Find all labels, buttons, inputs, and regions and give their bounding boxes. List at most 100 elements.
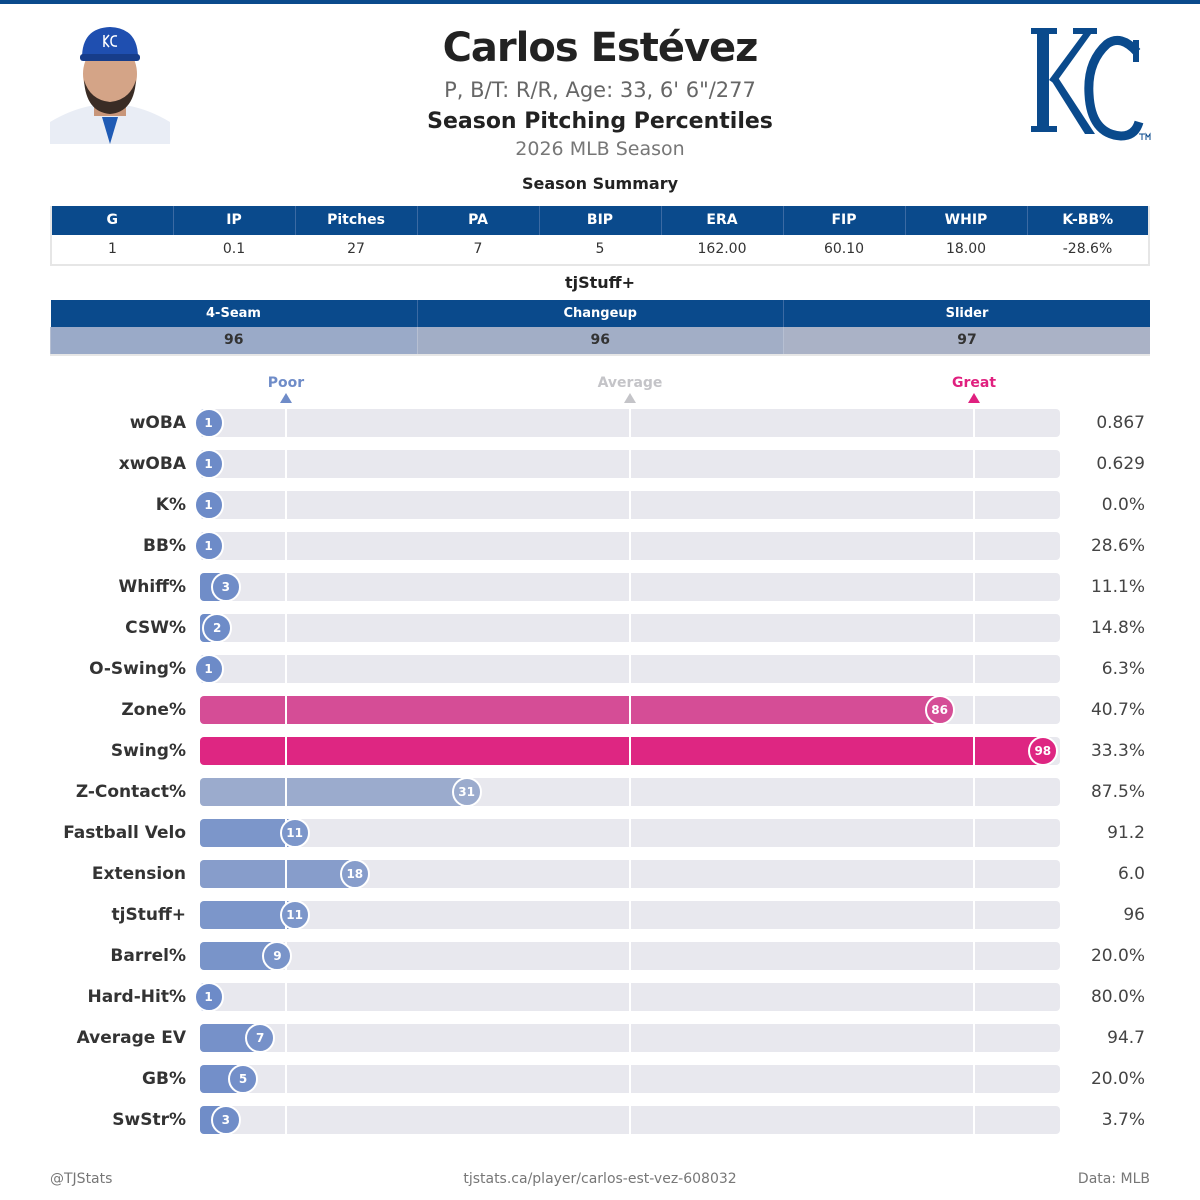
stat-value: 20.0% xyxy=(1090,1069,1145,1089)
bar-track xyxy=(200,860,1060,888)
reference-line xyxy=(629,860,631,888)
stuff-title: tjStuff+ xyxy=(564,273,636,292)
percentile-badge: 1 xyxy=(193,408,224,438)
reference-line xyxy=(973,491,975,519)
percentile-bar xyxy=(200,819,295,847)
page-subtitle: Season Pitching Percentiles xyxy=(427,109,773,134)
stuff-value-cell: 96 xyxy=(416,327,784,356)
reference-line xyxy=(629,1024,631,1052)
percentile-bar xyxy=(200,901,295,929)
scale-label-average: Average xyxy=(597,375,663,391)
stat-value: 11.1% xyxy=(1090,577,1145,597)
footer-source: Data: MLB xyxy=(1077,1171,1150,1187)
scale-marker-great-icon xyxy=(968,393,980,403)
reference-line xyxy=(285,573,287,601)
reference-line xyxy=(973,409,975,437)
metric-label: Extension xyxy=(91,864,186,884)
stuff-header-cell: Changeup xyxy=(416,300,784,327)
percentile-badge: 1 xyxy=(193,490,224,520)
reference-line xyxy=(285,1106,287,1134)
stuff-value-cell: 97 xyxy=(783,327,1150,356)
season-summary-table: G IP Pitches PA BIP ERA FIP WHIP K-BB% 1 0.1 27 7 5 16… xyxy=(50,206,1150,266)
stat-value: 6.0 xyxy=(1117,864,1145,884)
reference-line xyxy=(629,614,631,642)
metric-label: Swing% xyxy=(110,741,186,761)
reference-line xyxy=(629,901,631,929)
top-bar xyxy=(0,0,1200,4)
metric-label: Whiff% xyxy=(118,577,187,597)
summary-value-cell: 162.00 xyxy=(661,235,783,266)
summary-header-cell: G xyxy=(51,206,173,235)
percentile-bar xyxy=(200,737,1043,765)
reference-line xyxy=(629,409,631,437)
bar-track xyxy=(200,655,1060,683)
reference-line xyxy=(629,532,631,560)
summary-header-cell: ERA xyxy=(660,206,783,235)
summary-title: Season Summary xyxy=(521,174,679,193)
reference-line xyxy=(629,696,631,724)
percentile-badge: 2 xyxy=(202,613,233,643)
reference-line xyxy=(973,614,975,642)
reference-line xyxy=(629,737,631,765)
reference-line xyxy=(973,1065,975,1093)
metric-label: tjStuff+ xyxy=(111,905,186,925)
percentile-badge: 11 xyxy=(279,900,310,930)
stat-value: 96 xyxy=(1123,905,1145,925)
summary-header-cell: K-BB% xyxy=(1026,206,1149,235)
reference-line xyxy=(285,1024,287,1052)
summary-value-cell: 27 xyxy=(295,235,417,266)
metric-label: GB% xyxy=(142,1069,186,1089)
percentile-badge: 1 xyxy=(193,982,224,1012)
stuff-value-cell: 96 xyxy=(50,327,417,356)
bar-track xyxy=(200,532,1060,560)
bar-track xyxy=(200,1106,1060,1134)
bar-track xyxy=(200,573,1060,601)
stuff-header-cell: 4-Seam xyxy=(50,300,417,327)
percentile-bar xyxy=(200,860,355,888)
player-bio: P, B/T: R/R, Age: 33, 6' 6"/277 xyxy=(444,78,756,102)
bar-track xyxy=(200,942,1060,970)
reference-line xyxy=(629,983,631,1011)
bar-track xyxy=(200,901,1060,929)
reference-line xyxy=(973,696,975,724)
reference-line xyxy=(973,532,975,560)
reference-line xyxy=(973,450,975,478)
reference-line xyxy=(285,532,287,560)
reference-line xyxy=(973,1106,975,1134)
summary-value-cell: 7 xyxy=(417,235,539,266)
reference-line xyxy=(973,573,975,601)
reference-line xyxy=(973,655,975,683)
summary-header-cell: WHIP xyxy=(904,206,1027,235)
reference-line xyxy=(285,655,287,683)
metric-label: Zone% xyxy=(121,700,186,720)
summary-header-cell: FIP xyxy=(782,206,905,235)
reference-line xyxy=(629,1065,631,1093)
summary-header-cell: PA xyxy=(416,206,539,235)
bar-track xyxy=(200,1065,1060,1093)
stat-value: 28.6% xyxy=(1090,536,1145,556)
reference-line xyxy=(285,614,287,642)
reference-line xyxy=(285,1065,287,1093)
metric-label: CSW% xyxy=(125,618,186,638)
percentile-badge: 5 xyxy=(228,1064,258,1094)
bar-track xyxy=(200,696,1060,724)
scale-label-poor: Poor xyxy=(267,375,305,391)
stat-value: 3.7% xyxy=(1101,1110,1145,1130)
bar-track xyxy=(200,983,1060,1011)
summary-header-cell: BIP xyxy=(538,206,661,235)
metric-label: wOBA xyxy=(129,413,186,433)
reference-line xyxy=(629,819,631,847)
footer-url: tjstats.ca/player/carlos-est-vez-608032 xyxy=(463,1171,737,1187)
reference-line xyxy=(629,1106,631,1134)
reference-line xyxy=(285,778,287,806)
reference-line xyxy=(973,819,975,847)
bar-track xyxy=(200,1024,1060,1052)
reference-line xyxy=(285,491,287,519)
bar-track xyxy=(200,778,1060,806)
percentile-badge: 3 xyxy=(210,1105,241,1135)
summary-value-cell: 0.1 xyxy=(173,235,295,266)
percentile-badge: 18 xyxy=(339,859,370,889)
reference-line xyxy=(285,737,287,765)
summary-header-cell: IP xyxy=(172,206,295,235)
stat-value: 94.7 xyxy=(1107,1028,1145,1048)
